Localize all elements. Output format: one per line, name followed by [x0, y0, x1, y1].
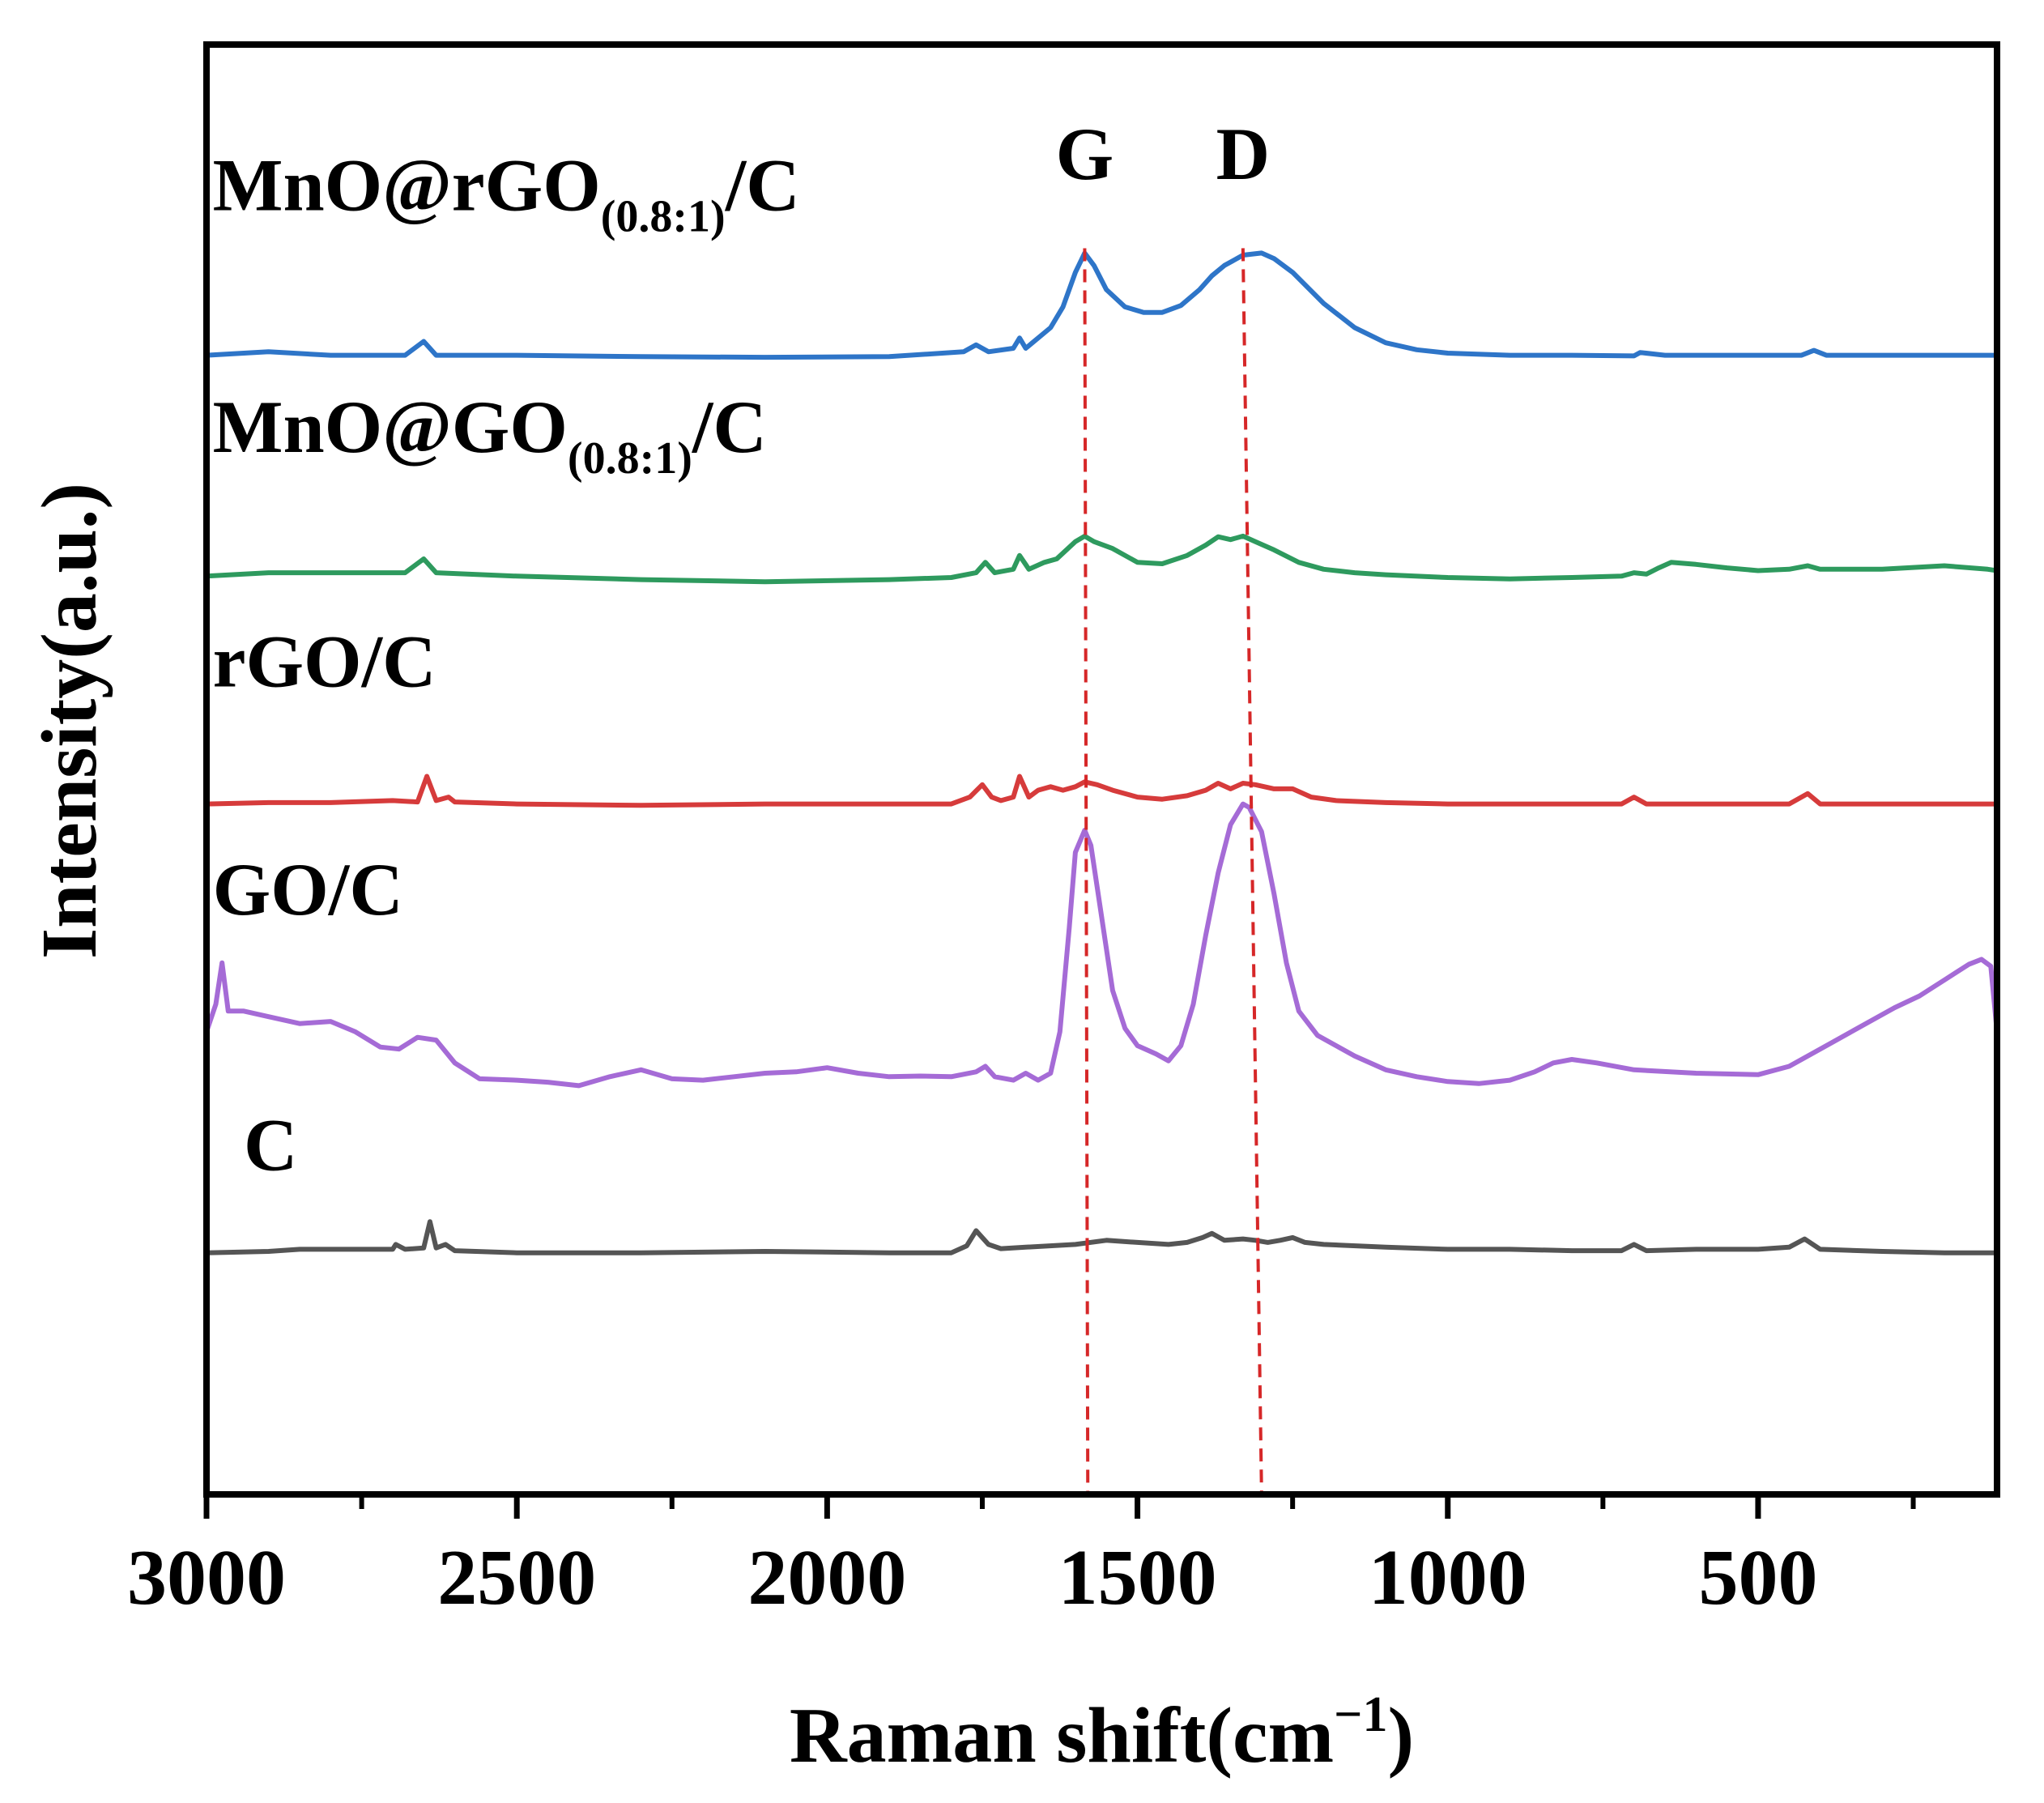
- series-label-go-c: GO/C: [213, 848, 403, 931]
- plot-frame: [203, 41, 2000, 1498]
- series-line-rgo-c: [207, 774, 1997, 808]
- x-tick-label: 2500: [437, 1534, 596, 1622]
- peak-label-d: D: [1216, 113, 1270, 195]
- series-labels: MnO@rGO(0.8:1)/C MnO@GO(0.8:1)/C rGO/C GO/C…: [213, 144, 800, 1187]
- reference-line-g: [1083, 248, 1090, 1494]
- series-label-rgo-c: rGO/C: [213, 620, 436, 703]
- y-axis-label: Intensity(a.u.): [26, 483, 113, 959]
- series-label-c: C: [244, 1103, 297, 1186]
- series-line-go-c: [207, 801, 1997, 1089]
- series-line-mno-go-c: [207, 533, 1997, 585]
- x-tick-label: 1000: [1369, 1534, 1527, 1622]
- series-label-mno-rgo-c: MnO@rGO(0.8:1)/C: [213, 144, 800, 242]
- peak-label-g: G: [1056, 113, 1114, 195]
- x-axis-label: Raman shift(cm−1): [790, 1687, 1414, 1780]
- reference-lines: [1083, 248, 1263, 1494]
- x-tick-label: 2000: [747, 1534, 906, 1622]
- x-tick-label: 3000: [127, 1534, 286, 1622]
- series-line-c: [207, 1219, 1997, 1255]
- x-tick-label: 1500: [1058, 1534, 1217, 1622]
- x-axis-ticks: 3000 2500 2000 1500 1000 500: [127, 1494, 1916, 1622]
- series-lines: [207, 250, 1997, 1255]
- x-tick-label: 500: [1698, 1534, 1817, 1622]
- reference-line-d: [1241, 248, 1263, 1494]
- series-line-mno-rgo-c: [207, 250, 1997, 360]
- series-label-mno-go-c: MnO@GO(0.8:1)/C: [213, 386, 767, 484]
